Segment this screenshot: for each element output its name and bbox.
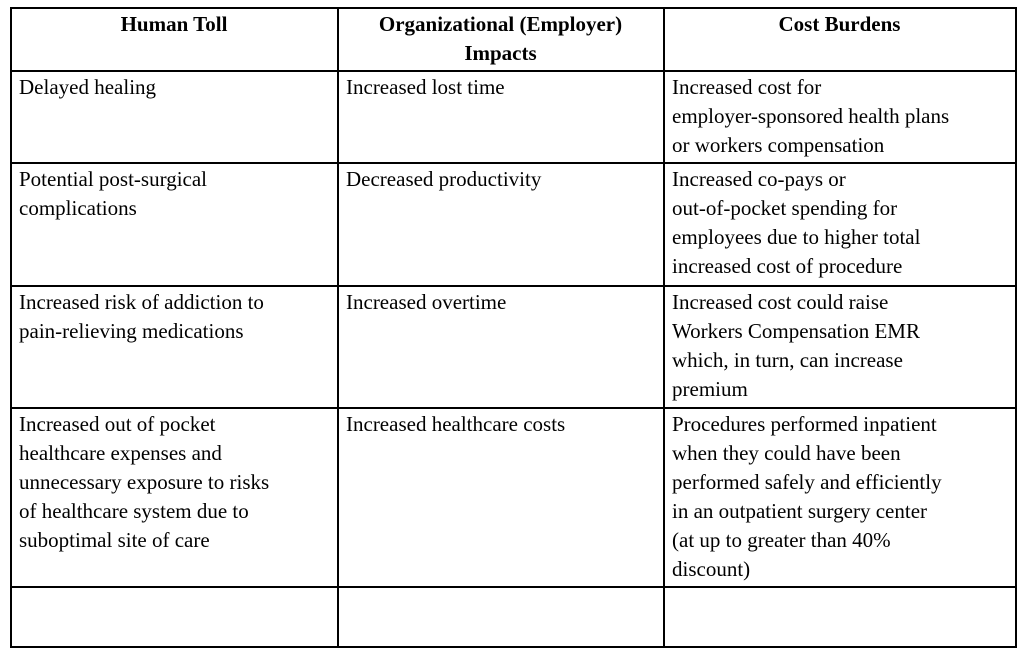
document-page: Human Toll Organizational (Employer) Imp… xyxy=(10,7,1017,648)
table-cell: Decreased productivity xyxy=(337,162,665,287)
table-row: Increased risk of addiction to pain-reli… xyxy=(10,285,1017,409)
table-cell: Increased overtime xyxy=(337,285,665,409)
impacts-table: Human Toll Organizational (Employer) Imp… xyxy=(10,7,1017,648)
table-cell-empty xyxy=(663,586,1017,648)
table-header-row: Human Toll Organizational (Employer) Imp… xyxy=(10,7,1017,72)
table-cell: Increased cost for employer-sponsored he… xyxy=(663,70,1017,164)
table-row-partial xyxy=(10,586,1017,648)
table-cell: Increased co-pays or out-of-pocket spend… xyxy=(663,162,1017,287)
table-cell-empty xyxy=(337,586,665,648)
table-cell: Increased healthcare costs xyxy=(337,407,665,588)
table-cell: Delayed healing xyxy=(10,70,339,164)
table-cell: Procedures performed inpatient when they… xyxy=(663,407,1017,588)
table-row: Potential post-surgical complications De… xyxy=(10,162,1017,287)
table-cell: Increased out of pocket healthcare expen… xyxy=(10,407,339,588)
header-cell-cost-burdens: Cost Burdens xyxy=(663,7,1017,72)
table-row: Delayed healing Increased lost time Incr… xyxy=(10,70,1017,164)
table-row: Increased out of pocket healthcare expen… xyxy=(10,407,1017,588)
table-cell: Potential post-surgical complications xyxy=(10,162,339,287)
header-cell-organizational-impacts: Organizational (Employer) Impacts xyxy=(337,7,665,72)
header-cell-human-toll: Human Toll xyxy=(10,7,339,72)
table-cell-empty xyxy=(10,586,339,648)
table-cell: Increased risk of addiction to pain-reli… xyxy=(10,285,339,409)
table-cell: Increased lost time xyxy=(337,70,665,164)
table-cell: Increased cost could raise Workers Compe… xyxy=(663,285,1017,409)
